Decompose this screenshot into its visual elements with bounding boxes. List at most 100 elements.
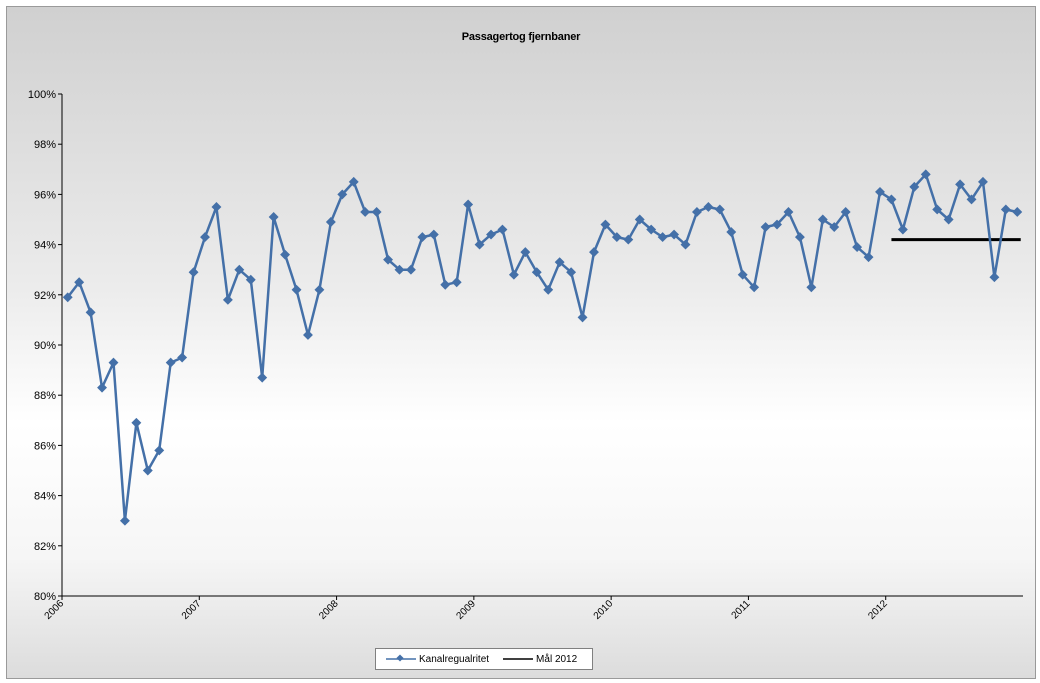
data-point — [886, 194, 897, 205]
data-point — [852, 242, 863, 253]
data-point — [566, 267, 577, 278]
data-point — [337, 189, 348, 200]
data-point — [245, 274, 256, 285]
data-point — [577, 312, 588, 323]
data-point — [440, 279, 451, 290]
x-tick-label: 2008 — [317, 598, 341, 622]
data-point — [543, 284, 554, 295]
data-point — [726, 227, 737, 237]
axes — [61, 94, 1023, 597]
data-point — [360, 207, 371, 217]
data-point — [188, 267, 199, 278]
data-point — [257, 372, 268, 383]
data-point — [474, 239, 485, 250]
data-point — [451, 277, 462, 288]
legend-target-marker — [503, 658, 534, 660]
data-point — [428, 229, 439, 240]
data-point — [1012, 207, 1023, 217]
data-point — [703, 202, 714, 212]
data-point — [348, 176, 359, 187]
data-point — [920, 169, 931, 180]
data-point — [943, 214, 954, 225]
data-point — [966, 194, 977, 205]
data-point — [234, 264, 245, 275]
data-point — [714, 204, 725, 215]
data-point — [1000, 204, 1011, 215]
data-point — [749, 282, 760, 293]
y-tick-label: 80% — [34, 591, 56, 603]
data-point — [97, 382, 107, 393]
data-point — [863, 252, 874, 263]
legend-label-series: Kanalregualritet — [419, 653, 490, 665]
legend-series-marker — [386, 654, 416, 662]
x-tick-label: 2012 — [866, 598, 890, 622]
series-layer — [62, 169, 1023, 526]
data-point — [520, 247, 531, 258]
data-point — [200, 232, 210, 243]
x-tick-label: 2009 — [454, 598, 478, 622]
data-point — [989, 272, 1000, 283]
data-point — [600, 219, 611, 230]
data-point — [623, 234, 634, 245]
data-point — [783, 207, 794, 217]
data-point — [897, 224, 908, 235]
legend: Kanalregualritet Mål 2012 — [375, 648, 593, 670]
data-point — [680, 239, 691, 250]
data-point — [531, 267, 542, 278]
data-point — [486, 229, 496, 240]
data-point — [760, 222, 771, 232]
data-point — [978, 176, 988, 187]
data-point — [611, 232, 622, 243]
x-tick-labels: 2006 2007 2008 2009 2010 2011 2012 — [43, 596, 890, 622]
data-point — [131, 417, 142, 428]
data-point — [280, 249, 291, 260]
chart-area: 80% 82% 84% 86% 88% 90% 92% 94% 96% 98% 100% 2006 2… — [6, 6, 1036, 679]
data-point — [108, 357, 119, 368]
legend-entry-series: Kanalregualritet — [386, 654, 489, 665]
data-point — [794, 232, 805, 243]
data-point — [955, 179, 966, 190]
data-point — [211, 202, 222, 212]
series-line-kanalregualritet — [66, 173, 1018, 522]
y-tick-label: 82% — [34, 541, 56, 553]
data-point — [268, 212, 279, 222]
data-point — [405, 264, 416, 275]
data-point — [772, 219, 782, 230]
data-point — [371, 207, 382, 217]
data-point — [417, 232, 428, 243]
data-point — [119, 515, 130, 526]
data-point — [303, 330, 313, 340]
y-tick-labels: 80% 82% 84% 86% 88% 90% 92% 94% 96% 98% 100% — [28, 89, 62, 603]
y-tick-label: 84% — [34, 491, 56, 503]
data-point — [646, 224, 657, 235]
legend-label-target: Mål 2012 — [536, 653, 578, 665]
y-tick-label: 90% — [34, 340, 56, 352]
data-point — [222, 294, 233, 305]
data-point — [154, 445, 165, 456]
data-point — [909, 181, 920, 192]
data-point — [817, 214, 828, 225]
data-point — [691, 207, 702, 217]
data-point — [634, 214, 645, 225]
data-point — [657, 232, 668, 243]
data-point — [314, 284, 325, 295]
data-point — [829, 222, 840, 232]
data-point — [589, 247, 599, 258]
y-tick-label: 86% — [34, 440, 56, 452]
data-point — [177, 352, 188, 363]
data-point — [508, 269, 519, 280]
legend-entry-target: Mål 2012 — [503, 654, 577, 665]
y-tick-label: 98% — [34, 139, 56, 151]
data-point — [806, 282, 817, 293]
data-point — [669, 229, 680, 240]
data-point — [497, 224, 508, 235]
data-point — [554, 257, 565, 268]
y-tick-label: 92% — [34, 290, 56, 302]
data-point — [291, 284, 302, 295]
x-tick-label: 2010 — [592, 598, 616, 622]
y-tick-label: 100% — [28, 89, 56, 101]
data-point — [85, 307, 96, 318]
data-point — [737, 269, 748, 280]
x-tick-label: 2011 — [730, 598, 753, 621]
data-point — [875, 186, 885, 197]
